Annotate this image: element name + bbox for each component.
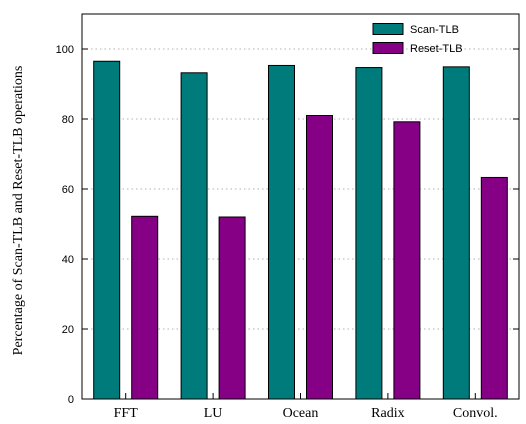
y-tick-label: 100 — [56, 44, 74, 56]
y-axis-title: Percentage of Scan-TLB and Reset-TLB ope… — [11, 66, 26, 356]
x-axis-labels: FFT LU Ocean Radix Convol. — [114, 393, 498, 421]
bar-reset-tlb-ocean — [306, 115, 333, 400]
bar-scan-tlb-fft — [93, 60, 121, 400]
bar-reset-tlb-lu — [218, 216, 246, 400]
y-tick-label: 0 — [68, 394, 74, 406]
y-axis-ticks: 0 20 40 60 80 100 — [56, 44, 519, 406]
bar-scan-tlb-ocean — [268, 64, 295, 400]
bar-reset-tlb-convol — [480, 176, 508, 400]
bar-reset-tlb-fft — [131, 215, 159, 400]
bar-scan-tlb-lu — [180, 72, 208, 400]
legend-swatch-scan-tlb — [372, 23, 404, 35]
x-category-label: LU — [204, 406, 223, 421]
bars — [93, 60, 508, 400]
legend: Scan-TLB Reset-TLB — [372, 23, 463, 55]
x-category-label: Convol. — [453, 406, 498, 421]
legend-label-reset-tlb: Reset-TLB — [410, 43, 463, 55]
legend-swatch-reset-tlb — [372, 42, 404, 54]
x-category-label: FFT — [114, 406, 139, 421]
bar-reset-tlb-radix — [393, 121, 421, 400]
bar-scan-tlb-radix — [355, 67, 383, 400]
bar-scan-tlb-convol — [442, 66, 470, 400]
y-tick-label: 40 — [62, 254, 74, 266]
y-tick-label: 60 — [62, 184, 74, 196]
y-tick-label: 80 — [62, 114, 74, 126]
y-tick-label: 20 — [62, 324, 74, 336]
x-category-label: Radix — [371, 406, 404, 421]
legend-label-scan-tlb: Scan-TLB — [410, 24, 459, 36]
x-category-label: Ocean — [283, 406, 319, 421]
